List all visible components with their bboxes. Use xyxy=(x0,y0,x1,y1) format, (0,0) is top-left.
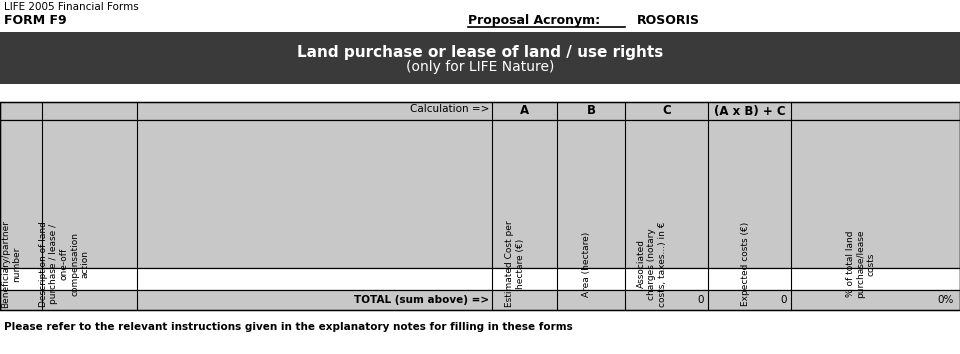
Bar xyxy=(0,102,960,310)
Text: Proposal Acronym:: Proposal Acronym: xyxy=(468,14,600,27)
Text: (only for LIFE Nature): (only for LIFE Nature) xyxy=(406,60,554,74)
Bar xyxy=(0,32,960,84)
Text: (A x B) + C: (A x B) + C xyxy=(713,104,785,118)
Text: Calculation =>: Calculation => xyxy=(410,104,489,114)
Text: Beneficiary/partner
number: Beneficiary/partner number xyxy=(2,220,21,308)
Text: LIFE 2005 Financial Forms: LIFE 2005 Financial Forms xyxy=(4,2,139,12)
Text: ROSORIS: ROSORIS xyxy=(637,14,700,27)
Text: Expected costs (€): Expected costs (€) xyxy=(740,222,750,306)
Text: C: C xyxy=(662,104,671,118)
Text: TOTAL (sum above) =>: TOTAL (sum above) => xyxy=(354,295,489,305)
Bar xyxy=(0,120,960,268)
Text: A: A xyxy=(520,104,529,118)
Text: Estimated Cost per
hectare (€): Estimated Cost per hectare (€) xyxy=(505,221,524,307)
Bar xyxy=(0,290,960,310)
Text: Please refer to the relevant instructions given in the explanatory notes for fil: Please refer to the relevant instruction… xyxy=(4,322,573,332)
Text: Description of land
purchase / lease /
one-off
compensation
action: Description of land purchase / lease / o… xyxy=(39,221,89,307)
Text: 0: 0 xyxy=(698,295,704,305)
Text: B: B xyxy=(587,104,595,118)
Text: FORM F9: FORM F9 xyxy=(4,14,66,27)
Bar xyxy=(0,268,960,290)
Text: % of total land
purchase/lease
costs: % of total land purchase/lease costs xyxy=(846,230,876,298)
Bar xyxy=(0,102,960,120)
Text: Associated
charges (notary
costs, taxes...) in €: Associated charges (notary costs, taxes.… xyxy=(636,221,666,307)
Text: 0: 0 xyxy=(780,295,787,305)
Text: Area (hectare): Area (hectare) xyxy=(582,232,591,297)
Text: 0%: 0% xyxy=(938,295,954,305)
Text: Land purchase or lease of land / use rights: Land purchase or lease of land / use rig… xyxy=(297,45,663,60)
